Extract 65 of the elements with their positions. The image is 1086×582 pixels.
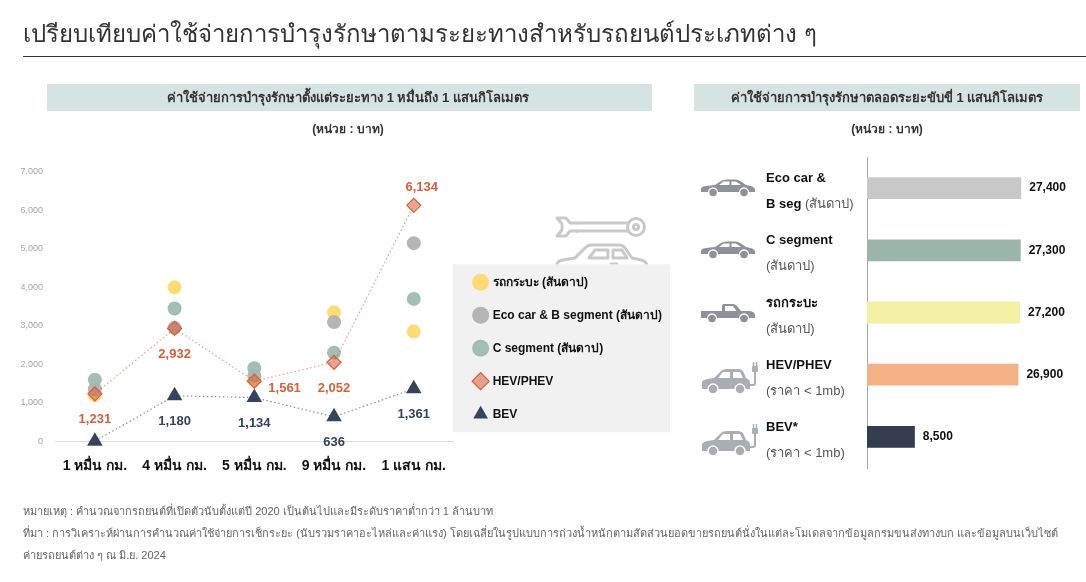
y-tick-label: 5,000 <box>20 243 43 254</box>
legend-label: C segment (สันดาป) <box>492 340 604 355</box>
data-label: 1,561 <box>268 379 301 395</box>
y-tick-label: Eco car & B seg (สันดาป) <box>766 170 854 212</box>
point <box>247 361 262 376</box>
point <box>166 386 183 401</box>
point <box>406 236 421 251</box>
point <box>405 379 422 394</box>
legend-label: รถกระบะ (สันดาป) <box>492 274 588 289</box>
point <box>406 197 422 213</box>
point <box>406 291 421 306</box>
y-tick-label: 3,000 <box>20 320 43 331</box>
data-label: 636 <box>323 434 345 450</box>
data-label: 2,932 <box>158 346 191 362</box>
point <box>406 324 421 339</box>
data-label: 1,361 <box>397 406 431 422</box>
x-tick-label: 4 หมื่น กม. <box>142 455 207 474</box>
x-tick-label: 5 หมื่น กม. <box>222 455 287 474</box>
legend-label: HEV/PHEV <box>492 373 554 388</box>
data-label: 8,500 <box>922 429 954 444</box>
point <box>167 280 182 295</box>
data-label: 1,134 <box>238 415 272 431</box>
y-tick-label: รถกระบะ (สันดาป) <box>766 294 818 336</box>
x-tick-label: 1 แสน กม. <box>381 457 446 474</box>
bar <box>867 177 1022 199</box>
chart-title: เปรียบเทียบค่าใช้จ่ายการบำรุงรักษาตามระยะทางสำหรับรถยนต์ประเภทต่าง ๆ <box>23 19 817 50</box>
y-tick-label: BEV* (ราคา < 1mb) <box>766 418 845 460</box>
data-label: 2,052 <box>317 379 351 395</box>
data-label: 6,134 <box>405 178 439 194</box>
legend-label: Eco car & B segment (สันดาป) <box>492 307 663 322</box>
bar <box>867 426 915 448</box>
y-tick-label: HEV/PHEV (ราคา < 1mb) <box>766 356 845 398</box>
y-tick-label: 1,000 <box>20 397 43 408</box>
point <box>327 345 342 360</box>
data-label: 27,200 <box>1028 304 1066 319</box>
y-axis-title: (หน่วย : บาท) <box>312 121 384 137</box>
y-tick-label: 4,000 <box>20 281 43 292</box>
text: ที่มา : การวิเคราะห์ผ่านการคำนวณค่าใช้จ่ายการเช็กระยะ (นับรวมราคาอะไหล่และค่าแรง) โดยเฉลี่ยในรูปแบบการถ่วงน้ำหนักตามสัดส่วนยอดขายรถยนต์นั่งในแต่ละโมเดลจากข้อมูลกรมขนส่งทางบก และข้อมูลบนเว็บไซต์ค่ายรถยนต์ต่าง ๆ ณ มิ.ย. 2024 <box>23 524 1059 563</box>
y-tick-label: 0 <box>37 435 43 446</box>
data-label: 27,400 <box>1029 180 1067 195</box>
data-label: 1,231 <box>78 411 112 427</box>
point <box>327 314 342 329</box>
x-tick-label: 1 หมื่น กม. <box>62 455 128 474</box>
text: หมายเหตุ : คำนวณจากรถยนต์ที่เปิดตัวนับตั้งแต่ปี 2020 เป็นต้นไปและมีระดับราคาต่ำกว่า 1 ล้านบาท <box>23 502 494 520</box>
point <box>326 407 342 422</box>
legend-label: BEV <box>492 406 518 421</box>
x-axis-title: (หน่วย : บาท) <box>851 121 923 137</box>
y-tick-label: C segment (สันดาป) <box>766 232 833 274</box>
point <box>87 372 102 387</box>
point <box>167 301 182 316</box>
chart-title: ค่าใช้จ่ายการบำรุงรักษาตลอดระยะขับขี่ 1 แสนกิโลเมตร <box>730 89 1044 106</box>
data-label: 1,180 <box>158 413 191 429</box>
y-tick-label: 7,000 <box>20 166 43 177</box>
y-tick-label: 2,000 <box>20 358 43 369</box>
bar <box>867 363 1019 386</box>
data-label: 26,900 <box>1026 367 1064 382</box>
y-tick-label: 6,000 <box>20 204 43 215</box>
chart-subtitle: ค่าใช้จ่ายการบำรุงรักษาตั้งแต่ระยะทาง 1 หมื่นถึง 1 แสนกิโลเมตร <box>167 89 529 106</box>
bar <box>867 239 1021 262</box>
bar <box>867 301 1021 324</box>
x-tick-label: 9 หมื่น กม. <box>301 455 367 474</box>
point <box>246 388 263 403</box>
data-label: 27,300 <box>1028 242 1066 257</box>
point <box>326 354 342 370</box>
point <box>87 432 103 446</box>
